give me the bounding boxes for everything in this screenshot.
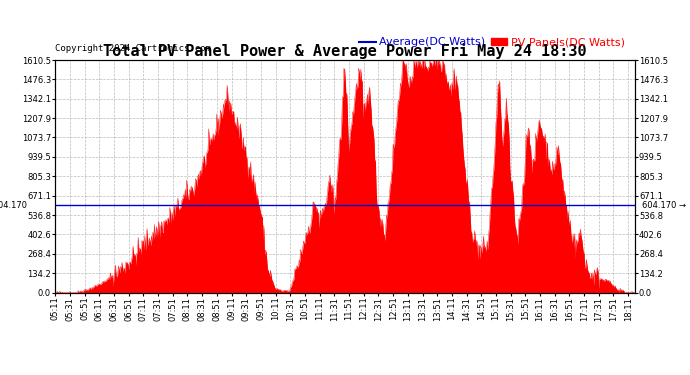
Text: ← 604.170: ← 604.170 — [0, 201, 27, 210]
Title: Total PV Panel Power & Average Power Fri May 24 18:30: Total PV Panel Power & Average Power Fri… — [104, 43, 586, 59]
Text: Copyright 2024 Cartronics.com: Copyright 2024 Cartronics.com — [55, 44, 211, 53]
Text: 604.170 →: 604.170 → — [642, 201, 686, 210]
Legend: Average(DC Watts), PV Panels(DC Watts): Average(DC Watts), PV Panels(DC Watts) — [355, 33, 629, 52]
